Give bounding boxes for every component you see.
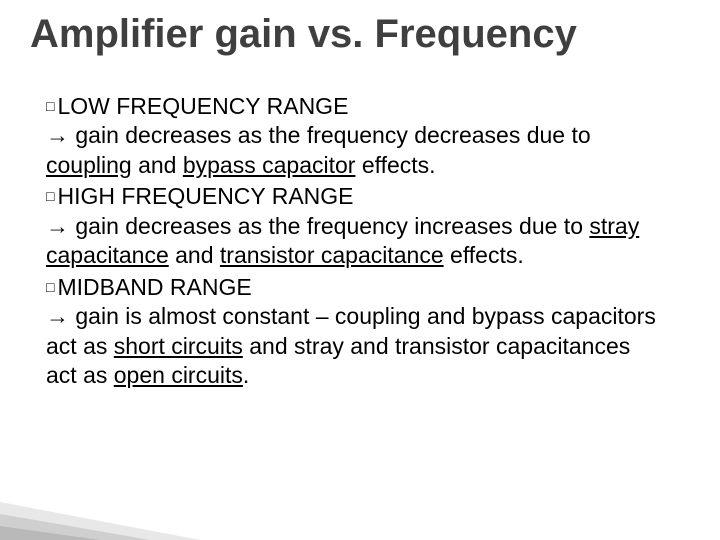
underline-text: transistor capacitance — [220, 242, 444, 268]
bullet-icon: □ — [46, 188, 53, 204]
slide: Amplifier gain vs. Frequency □LOW FREQUE… — [0, 0, 720, 540]
arrow-icon: → — [46, 122, 69, 148]
text: gain decreases as the frequency increase… — [69, 213, 589, 239]
text: effects. — [355, 152, 435, 178]
underline-text: coupling — [46, 152, 132, 178]
bullet-head: MIDBAND RANGE — [57, 274, 251, 300]
slide-body: □LOW FREQUENCY RANGE → gain decreases as… — [46, 92, 666, 392]
bullet-high: □HIGH FREQUENCY RANGE → gain decreases a… — [46, 182, 666, 270]
text: effects. — [444, 242, 524, 268]
text: . — [243, 362, 249, 388]
text: and — [132, 152, 183, 178]
corner-wedge-icon — [0, 480, 240, 540]
arrow-icon: → — [46, 213, 69, 239]
bullet-head: HIGH FREQUENCY RANGE — [57, 183, 353, 209]
slide-title: Amplifier gain vs. Frequency — [30, 12, 577, 57]
bullet-icon: □ — [46, 98, 53, 114]
text: gain decreases as the frequency decrease… — [69, 122, 591, 148]
arrow-icon: → — [46, 303, 69, 329]
bullet-head: LOW FREQUENCY RANGE — [57, 93, 348, 119]
bullet-mid: □MIDBAND RANGE → gain is almost constant… — [46, 273, 666, 391]
underline-text: bypass capacitor — [183, 152, 356, 178]
underline-text: short circuits — [114, 333, 243, 359]
bullet-low: □LOW FREQUENCY RANGE → gain decreases as… — [46, 92, 666, 180]
text: and — [169, 242, 220, 268]
bullet-icon: □ — [46, 279, 53, 295]
underline-text: open circuits — [114, 362, 243, 388]
